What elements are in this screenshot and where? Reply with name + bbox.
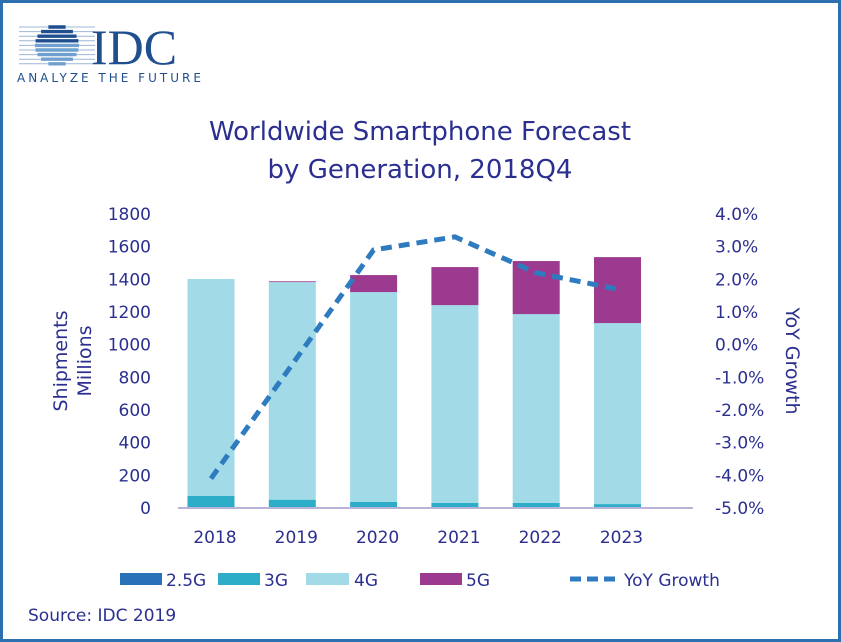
idc-logo: IDC ANALYZE THE FUTURE	[17, 19, 204, 85]
yoy-growth-line	[208, 234, 618, 481]
legend-label-yoy: YoY Growth	[623, 571, 720, 591]
legend-swatch-4G	[306, 573, 349, 585]
bar-4G-2023	[594, 323, 641, 505]
y2-tick-label: 3.0%	[715, 238, 758, 258]
y2-tick-label: -2.0%	[715, 401, 764, 421]
bar-5G-2023	[594, 257, 641, 324]
bar-3G-2020	[350, 501, 398, 508]
y-tick-label: 1800	[108, 205, 151, 225]
y2-tick-label: 4.0%	[715, 205, 758, 225]
y-tick-label: 1200	[108, 303, 151, 323]
chart-title: Worldwide Smartphone Forecast	[209, 117, 631, 147]
legend-swatch-5G	[420, 573, 462, 585]
x-tick-label: 2019	[275, 528, 318, 548]
y-tick-label: 800	[119, 368, 151, 388]
y2-tick-label: -4.0%	[715, 466, 764, 486]
legend-label-5G: 5G	[466, 571, 490, 591]
y-tick-label: 1000	[108, 336, 151, 356]
bar-3G-2021	[431, 502, 479, 508]
legend-label-3G: 3G	[264, 571, 288, 591]
y-axis-label-1: Shipments	[50, 310, 72, 411]
legend-swatch-3G	[218, 573, 260, 585]
y2-tick-label: 2.0%	[715, 270, 758, 290]
bar-4G-2019	[268, 282, 316, 500]
x-tick-label: 2022	[519, 528, 562, 548]
chart-subtitle: by Generation, 2018Q4	[268, 155, 573, 185]
legend-label-2.5G: 2.5G	[166, 571, 206, 591]
y-tick-label: 1400	[108, 270, 151, 290]
y-axis-label-2: Millions	[74, 325, 96, 396]
y-tick-label: 200	[119, 466, 151, 486]
bar-3G-2022	[512, 502, 560, 508]
bar-4G-2020	[350, 292, 398, 502]
y-tick-label: 1600	[108, 238, 151, 258]
bar-5G-2021	[431, 267, 479, 306]
y2-tick-label: -1.0%	[715, 368, 764, 388]
bar-5G-2019	[268, 281, 316, 283]
bar-5G-2020	[350, 275, 398, 293]
y2-tick-label: 0.0%	[715, 336, 758, 356]
y-tick-label: 400	[119, 434, 151, 454]
legend-swatch-2.5G	[120, 573, 162, 585]
y-tick-label: 600	[119, 401, 151, 421]
logo-tagline: ANALYZE THE FUTURE	[17, 71, 204, 85]
source-note: Source: IDC 2019	[28, 606, 176, 626]
bar-4G-2022	[512, 314, 560, 503]
y2-tick-label: 1.0%	[715, 303, 758, 323]
x-tick-label: 2023	[600, 528, 643, 548]
y2-axis-label: YoY Growth	[781, 306, 803, 414]
chart: IDC ANALYZE THE FUTURE Worldwide Smartph…	[17, 19, 803, 626]
legend-label-4G: 4G	[354, 571, 378, 591]
bar-5G-2022	[512, 261, 560, 315]
bar-3G-2018	[187, 495, 235, 508]
y-tick-label: 0	[140, 499, 151, 519]
bar-3G-2019	[268, 499, 316, 508]
bar-4G-2018	[187, 279, 235, 496]
y2-tick-label: -5.0%	[715, 499, 764, 519]
x-tick-label: 2020	[356, 528, 399, 548]
x-tick-label: 2021	[437, 528, 480, 548]
logo-text: IDC	[91, 19, 177, 75]
bar-4G-2021	[431, 305, 479, 503]
x-tick-label: 2018	[193, 528, 236, 548]
y2-tick-label: -3.0%	[715, 434, 764, 454]
bar-3G-2023	[594, 504, 641, 508]
